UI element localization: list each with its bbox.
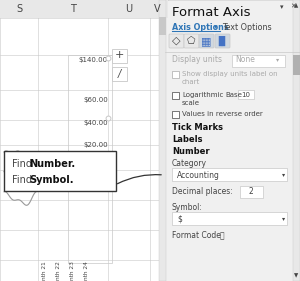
Text: scale: scale — [182, 100, 200, 106]
FancyBboxPatch shape — [238, 90, 254, 99]
Text: Category: Category — [172, 158, 207, 167]
FancyBboxPatch shape — [172, 212, 286, 225]
Text: Base: Base — [225, 92, 242, 98]
FancyBboxPatch shape — [159, 17, 166, 35]
FancyBboxPatch shape — [112, 67, 127, 80]
FancyBboxPatch shape — [172, 111, 179, 118]
Text: +: + — [114, 51, 124, 60]
Text: nth 24: nth 24 — [83, 262, 88, 280]
Text: ◇: ◇ — [172, 36, 180, 46]
Text: ▾: ▾ — [214, 24, 217, 30]
Text: Axis Options: Axis Options — [172, 22, 229, 31]
Text: /: / — [117, 69, 121, 78]
Text: ▾: ▾ — [276, 58, 280, 62]
Text: T: T — [70, 4, 76, 14]
FancyBboxPatch shape — [169, 34, 184, 48]
Text: $-: $- — [101, 164, 108, 170]
FancyBboxPatch shape — [4, 151, 116, 191]
Text: $140.00: $140.00 — [79, 57, 108, 63]
FancyBboxPatch shape — [165, 0, 300, 281]
Text: Show display units label on: Show display units label on — [182, 71, 278, 77]
Text: nth 22: nth 22 — [56, 262, 61, 280]
Text: chart: chart — [182, 79, 200, 85]
Text: Number: Number — [172, 148, 210, 157]
Text: $20.00: $20.00 — [83, 142, 108, 148]
Text: Logarithmic: Logarithmic — [182, 92, 224, 98]
Text: Display units: Display units — [172, 56, 222, 65]
FancyBboxPatch shape — [172, 92, 179, 99]
Text: ▼: ▼ — [294, 273, 298, 278]
Text: Values in reverse order: Values in reverse order — [182, 111, 263, 117]
Text: Accounting: Accounting — [177, 171, 220, 180]
FancyBboxPatch shape — [199, 34, 214, 48]
Text: Text Options: Text Options — [222, 22, 272, 31]
FancyBboxPatch shape — [159, 0, 166, 281]
Text: Tick Marks: Tick Marks — [172, 124, 223, 133]
Text: V: V — [154, 4, 160, 14]
Text: $: $ — [177, 214, 182, 223]
Text: ▾: ▾ — [282, 173, 286, 178]
FancyBboxPatch shape — [172, 71, 179, 78]
Text: ✕: ✕ — [290, 4, 296, 10]
Text: Format Axis: Format Axis — [172, 6, 250, 19]
Text: Decimal places:: Decimal places: — [172, 187, 233, 196]
Text: Symbol:: Symbol: — [172, 203, 203, 212]
Text: $60.00: $60.00 — [83, 97, 108, 103]
FancyBboxPatch shape — [215, 34, 230, 48]
Text: $40.00: $40.00 — [83, 120, 108, 126]
Text: ▐▌: ▐▌ — [214, 36, 230, 46]
Text: ▾: ▾ — [282, 216, 286, 221]
Text: 10: 10 — [242, 92, 250, 98]
Text: Find: Find — [12, 175, 35, 185]
FancyBboxPatch shape — [232, 55, 284, 67]
FancyBboxPatch shape — [239, 185, 262, 198]
Text: Labels: Labels — [172, 135, 202, 144]
Text: ▲: ▲ — [294, 3, 298, 8]
Text: ⬠: ⬠ — [187, 36, 195, 46]
Text: nth 23: nth 23 — [70, 262, 74, 280]
Text: ⓘ: ⓘ — [220, 232, 225, 241]
Text: Find: Find — [12, 159, 35, 169]
Text: ▦: ▦ — [201, 36, 211, 46]
FancyBboxPatch shape — [172, 167, 286, 180]
Text: None: None — [235, 56, 255, 65]
Text: Format Code: Format Code — [172, 232, 221, 241]
Text: S: S — [16, 4, 22, 14]
Text: Symbol.: Symbol. — [29, 175, 74, 185]
Text: Number.: Number. — [29, 159, 75, 169]
Text: U: U — [125, 4, 133, 14]
FancyBboxPatch shape — [0, 0, 163, 281]
FancyBboxPatch shape — [293, 55, 300, 75]
Text: 2: 2 — [249, 187, 254, 196]
Text: nth 21: nth 21 — [41, 262, 46, 280]
FancyBboxPatch shape — [112, 49, 127, 62]
FancyBboxPatch shape — [0, 0, 168, 18]
FancyBboxPatch shape — [184, 34, 199, 48]
FancyBboxPatch shape — [293, 0, 300, 281]
Text: ▾: ▾ — [280, 4, 284, 10]
